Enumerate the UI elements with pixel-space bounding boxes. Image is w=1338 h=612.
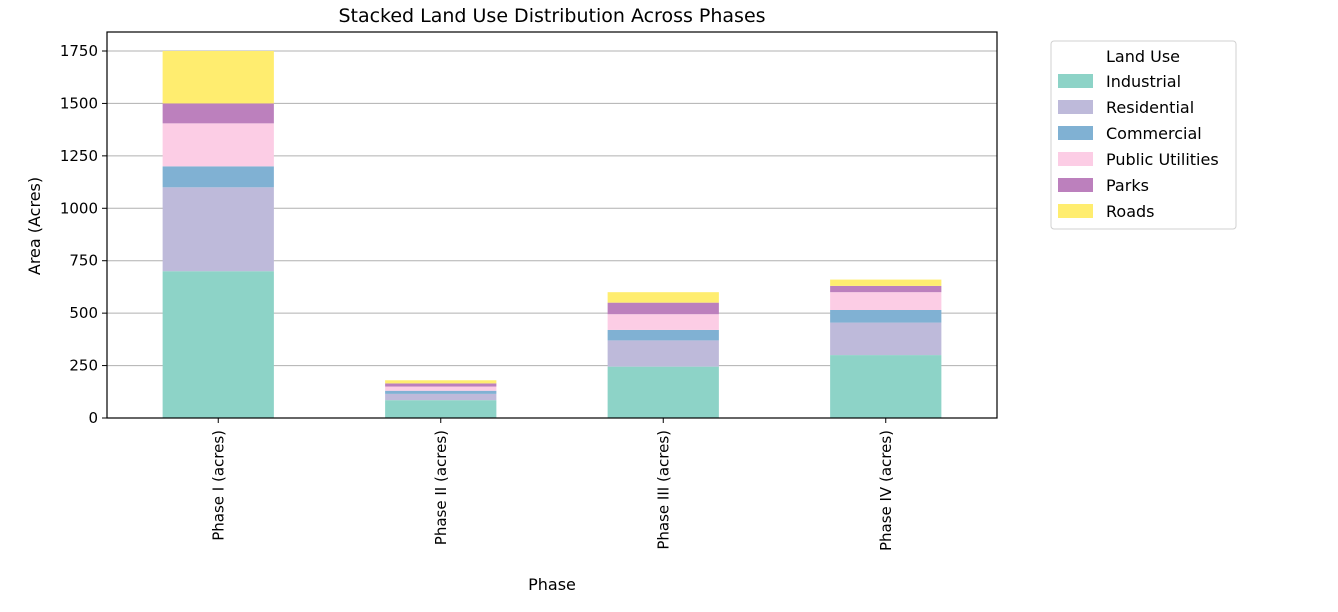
bar-segment (830, 322, 942, 356)
legend-title: Land Use (1106, 47, 1180, 66)
bar-segment (830, 285, 942, 293)
bar-segment (385, 400, 497, 418)
bar-segment (607, 329, 719, 341)
bar-segment (385, 390, 497, 394)
bar-segment (162, 166, 274, 188)
y-tick-label: 1500 (60, 94, 98, 112)
legend-swatch (1058, 178, 1093, 192)
legend-label: Parks (1106, 176, 1149, 195)
bar-segment (607, 314, 719, 330)
bars (162, 51, 942, 418)
bar-segment (830, 355, 942, 418)
legend-label: Roads (1106, 202, 1154, 221)
bar-segment (162, 103, 274, 124)
legend-label: Residential (1106, 98, 1194, 117)
bar-segment (162, 187, 274, 272)
x-axis-ticks: Phase I (acres) Phase II (acres) Phase III… (209, 418, 895, 551)
y-tick-label: 1750 (60, 42, 98, 60)
legend-label: Industrial (1106, 72, 1181, 91)
y-tick-label: 250 (69, 357, 98, 375)
legend-frame (1050, 40, 1237, 230)
legend-swatch (1058, 204, 1093, 218)
bar-segment (385, 386, 497, 391)
legend-swatch (1058, 152, 1093, 166)
x-tick-label: Phase I (acres) (209, 430, 227, 541)
bar-segment (830, 309, 942, 323)
plot-frame (106, 31, 998, 419)
legend: Land Use Industrial Residential Commercial… (1050, 40, 1237, 230)
bar-segment (385, 380, 497, 384)
legend-items: Industrial Residential Commercial Public Ut… (1058, 72, 1219, 221)
bar-segment (385, 393, 497, 401)
legend-label: Commercial (1106, 124, 1202, 143)
legend-label: Public Utilities (1106, 150, 1219, 169)
y-axis-ticks: 0 250 500 750 1000 1250 1500 1750 (60, 42, 107, 427)
chart-title: Stacked Land Use Distribution Across Pha… (338, 5, 765, 27)
y-axis-label: Area (Acres) (25, 177, 44, 275)
y-tick-label: 1250 (60, 147, 98, 165)
legend-swatch (1058, 100, 1093, 114)
x-tick-label: Phase II (acres) (432, 430, 450, 545)
y-tick-label: 500 (69, 304, 98, 322)
x-axis-label: Phase (528, 575, 576, 594)
bar-segment (385, 383, 497, 387)
bar-segment (607, 302, 719, 315)
bar-segment (607, 340, 719, 367)
y-tick-label: 1000 (60, 199, 98, 217)
bar-segment (830, 279, 942, 286)
bar-segment (162, 123, 274, 167)
x-tick-label: Phase IV (acres) (877, 430, 895, 551)
legend-swatch (1058, 126, 1093, 140)
legend-swatch (1058, 74, 1093, 88)
bar-segment (607, 292, 719, 303)
bar-segment (162, 51, 274, 104)
y-tick-label: 0 (88, 409, 98, 427)
bar-segment (830, 292, 942, 310)
bar-segment (162, 271, 274, 418)
y-tick-label: 750 (69, 252, 98, 270)
x-tick-label: Phase III (acres) (654, 430, 672, 550)
bar-segment (607, 366, 719, 418)
